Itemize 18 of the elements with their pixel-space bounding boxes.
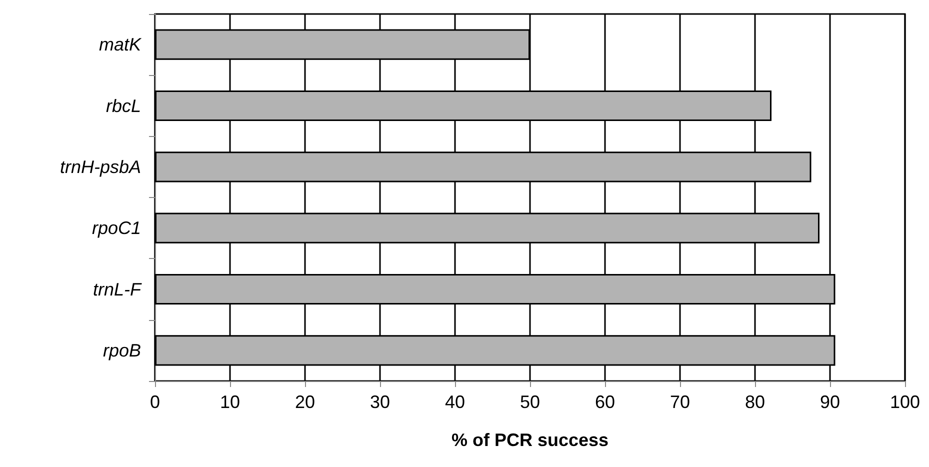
x-tick-label: 0	[150, 392, 160, 412]
x-tick-label: 20	[294, 392, 316, 412]
x-tick-label: 70	[670, 392, 690, 412]
x-tick-label: 50	[520, 392, 540, 412]
y-tick-label: trnH-psbA	[60, 156, 141, 177]
x-axis-title: % of PCR success	[451, 430, 609, 450]
x-tick-label: 80	[744, 392, 766, 412]
x-tick-label: 30	[370, 392, 390, 412]
y-tick-label: matK	[98, 34, 142, 55]
y-tick-label: rbcL	[106, 96, 141, 116]
y-tick-label: trnL-F	[92, 279, 142, 300]
x-tick-label: 40	[444, 392, 466, 412]
x-tick-label: 60	[594, 392, 616, 412]
y-tick-label: rpoC1	[92, 218, 141, 238]
x-tick-label: 90	[820, 392, 840, 412]
x-tick-label: 100	[890, 392, 920, 412]
y-tick-label: rpoB	[102, 340, 141, 360]
x-tick-label: 10	[220, 392, 240, 412]
